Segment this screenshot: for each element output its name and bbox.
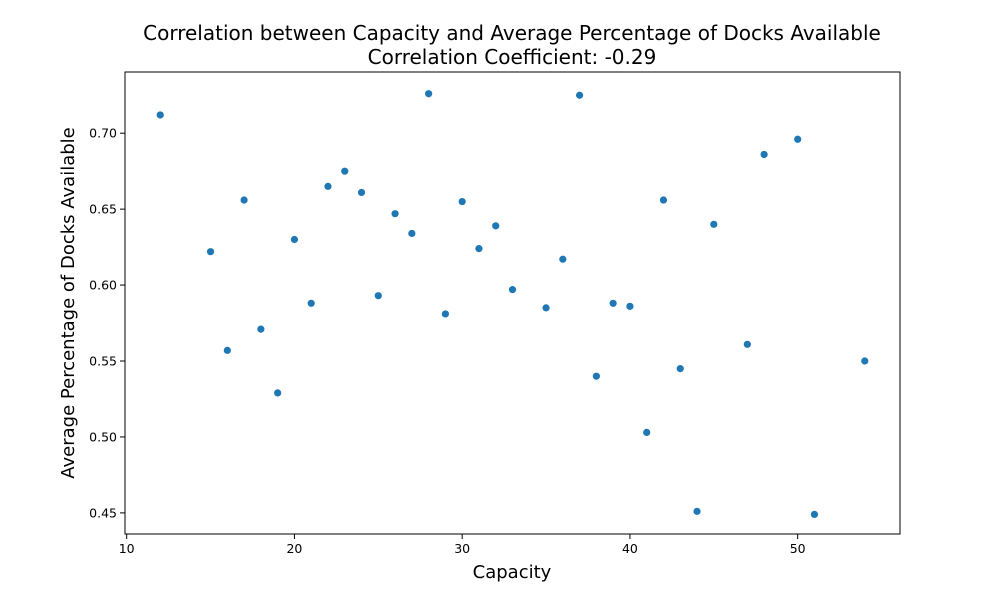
y-tick-label: 0.45 xyxy=(89,505,117,520)
data-point xyxy=(156,111,164,119)
data-point xyxy=(240,196,248,204)
y-axis-ticks: 0.45 0.50 0.55 0.60 0.65 0.70 xyxy=(89,126,125,520)
data-point xyxy=(810,510,819,519)
data-point xyxy=(592,372,600,380)
data-point xyxy=(743,340,751,348)
data-point xyxy=(324,182,332,190)
data-point xyxy=(659,196,668,204)
data-point xyxy=(274,389,282,397)
data-point xyxy=(861,357,869,365)
x-tick-label: 20 xyxy=(286,541,302,556)
data-point xyxy=(475,245,483,253)
data-point xyxy=(693,507,701,515)
data-point xyxy=(391,210,399,218)
y-tick-label: 0.65 xyxy=(89,202,117,217)
y-axis-label: Average Percentage of Docks Available xyxy=(58,127,79,478)
data-point xyxy=(290,235,299,244)
data-point xyxy=(206,248,215,256)
data-point xyxy=(508,286,517,294)
data-point xyxy=(542,304,550,312)
data-point xyxy=(341,167,349,175)
x-axis-label: Capacity xyxy=(473,562,552,583)
data-point xyxy=(710,220,718,228)
data-point xyxy=(643,428,651,436)
x-tick-label: 40 xyxy=(622,541,638,556)
y-tick-label: 0.70 xyxy=(89,126,117,141)
data-point xyxy=(441,310,450,318)
data-point xyxy=(559,255,567,263)
data-point xyxy=(223,346,231,354)
y-tick-label: 0.55 xyxy=(89,354,117,369)
chart-title: Correlation between Capacity and Average… xyxy=(143,21,881,45)
data-point xyxy=(609,299,617,307)
data-point xyxy=(257,325,265,333)
plot-frame xyxy=(124,71,901,535)
data-point xyxy=(408,229,416,238)
y-tick-label: 0.60 xyxy=(89,278,117,293)
data-point xyxy=(575,91,584,99)
data-point xyxy=(357,188,366,197)
data-point xyxy=(492,222,500,230)
data-point xyxy=(676,365,684,373)
data-point xyxy=(307,299,315,307)
x-tick-label: 50 xyxy=(790,541,806,556)
data-point xyxy=(458,197,466,206)
data-point xyxy=(794,135,802,143)
x-axis-ticks: 10 20 30 40 50 xyxy=(119,534,806,556)
data-point xyxy=(425,90,433,98)
data-point xyxy=(374,292,382,300)
data-point xyxy=(760,150,768,159)
data-points xyxy=(156,90,869,519)
chart-subtitle: Correlation Coefficient: -0.29 xyxy=(368,45,657,69)
x-tick-label: 10 xyxy=(119,541,135,556)
x-tick-label: 30 xyxy=(454,541,470,556)
data-point xyxy=(626,302,634,310)
y-tick-label: 0.50 xyxy=(89,429,117,444)
